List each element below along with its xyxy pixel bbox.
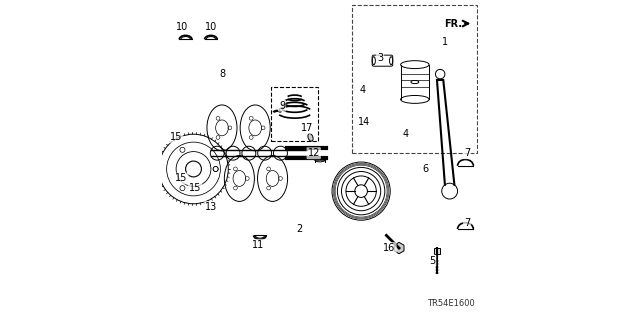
Text: TR54E1600: TR54E1600 <box>427 299 475 308</box>
Text: 15: 15 <box>170 132 182 142</box>
Text: FR.: FR. <box>444 19 462 28</box>
Text: 14: 14 <box>358 116 371 127</box>
Text: 12: 12 <box>307 148 320 158</box>
Text: 8: 8 <box>219 69 225 79</box>
Text: 13: 13 <box>205 202 217 212</box>
Text: 4: 4 <box>360 85 365 95</box>
Text: 10: 10 <box>176 22 189 32</box>
Text: 15: 15 <box>189 183 201 193</box>
Text: 4: 4 <box>403 129 408 139</box>
Text: 1: 1 <box>442 38 448 48</box>
Text: 17: 17 <box>301 123 314 133</box>
Text: 15: 15 <box>175 174 188 183</box>
Text: 7: 7 <box>464 148 470 158</box>
Text: 10: 10 <box>205 22 217 32</box>
FancyBboxPatch shape <box>435 248 440 254</box>
Text: 2: 2 <box>296 224 303 234</box>
Text: 11: 11 <box>252 240 264 250</box>
Ellipse shape <box>308 134 313 141</box>
Text: 9: 9 <box>279 101 285 111</box>
Text: 5: 5 <box>429 256 435 266</box>
Text: 6: 6 <box>423 164 429 174</box>
Text: 16: 16 <box>383 243 396 253</box>
Text: 3: 3 <box>377 53 383 63</box>
Text: 7: 7 <box>464 218 470 228</box>
